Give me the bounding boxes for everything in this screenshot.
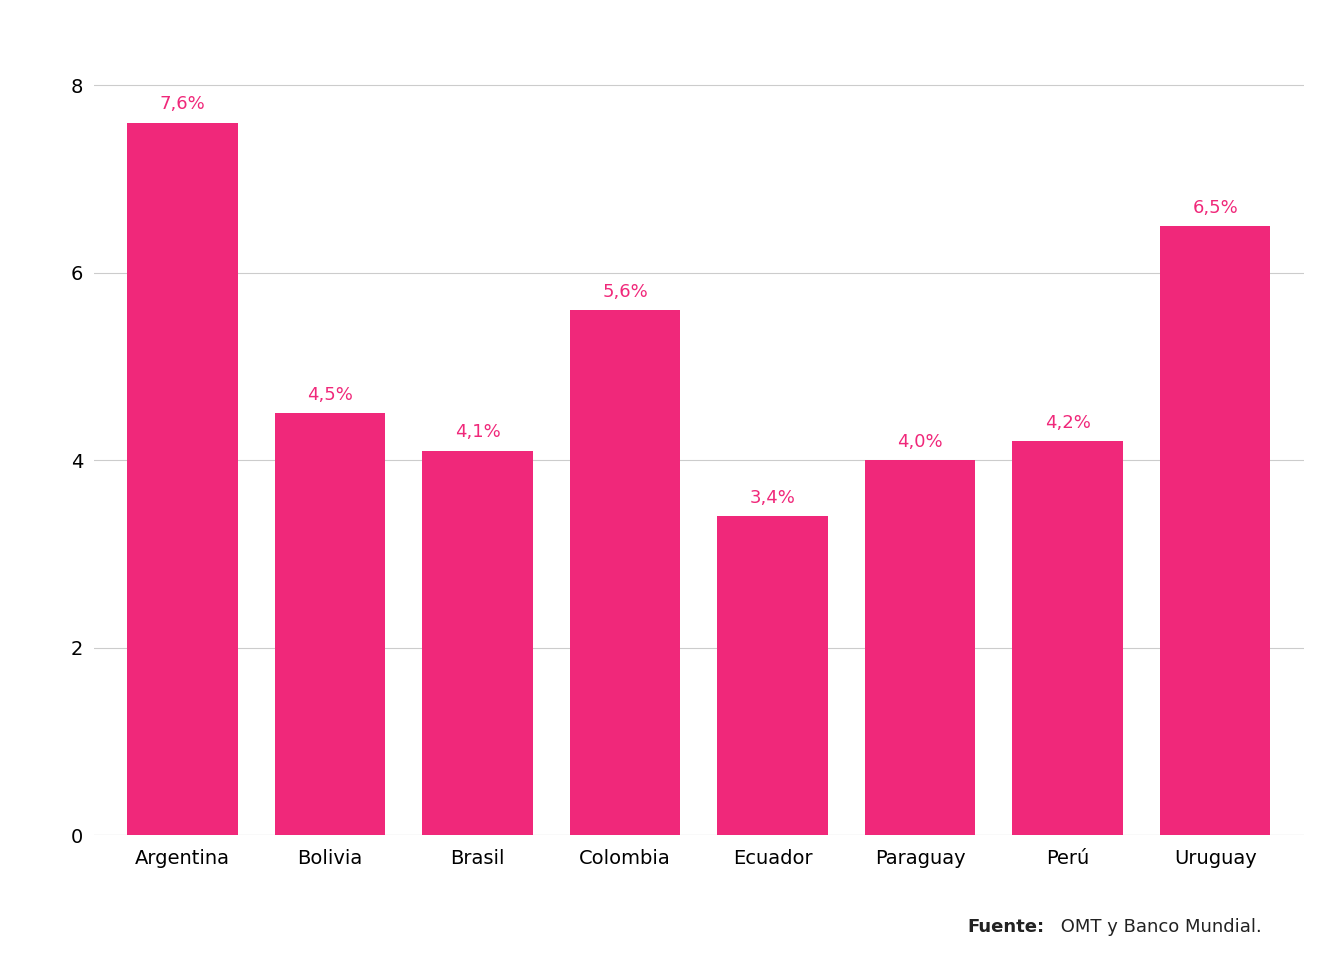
Bar <box>570 310 680 835</box>
Bar <box>718 516 828 835</box>
Text: 5,6%: 5,6% <box>602 283 648 300</box>
Text: 3,4%: 3,4% <box>750 489 796 507</box>
Bar <box>1160 226 1270 835</box>
Bar <box>864 460 976 835</box>
Text: Fuente:: Fuente: <box>968 918 1044 936</box>
Text: 4,2%: 4,2% <box>1044 414 1090 432</box>
Bar <box>422 451 534 835</box>
Text: 6,5%: 6,5% <box>1192 199 1238 217</box>
Text: 4,5%: 4,5% <box>308 386 353 404</box>
Text: OMT y Banco Mundial.: OMT y Banco Mundial. <box>1055 918 1262 936</box>
Bar <box>128 123 238 835</box>
Bar <box>1012 442 1124 835</box>
Bar <box>274 414 386 835</box>
Text: 4,0%: 4,0% <box>898 433 943 451</box>
Text: 7,6%: 7,6% <box>160 95 206 113</box>
Text: 4,1%: 4,1% <box>454 423 500 442</box>
